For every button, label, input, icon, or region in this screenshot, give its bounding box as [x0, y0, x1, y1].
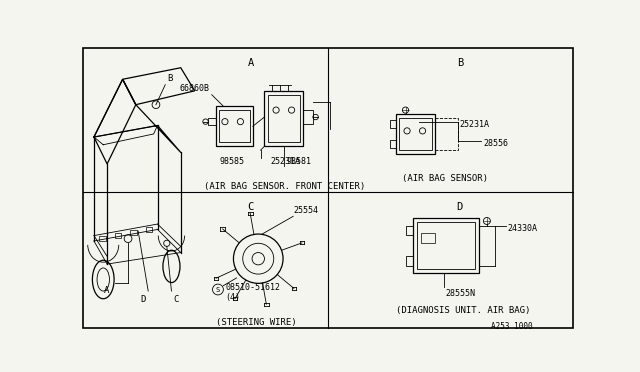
Text: (AIR BAG SENSOR): (AIR BAG SENSOR)	[402, 174, 488, 183]
Text: 28556: 28556	[483, 140, 508, 148]
Ellipse shape	[92, 260, 114, 299]
Bar	[219, 110, 250, 142]
Bar	[413, 218, 479, 273]
Bar	[131, 230, 136, 235]
Text: 28555N: 28555N	[446, 289, 476, 298]
Bar	[268, 95, 300, 142]
Text: A: A	[248, 58, 253, 68]
Bar	[264, 91, 303, 146]
Ellipse shape	[163, 250, 180, 283]
Circle shape	[164, 240, 170, 246]
Text: D: D	[456, 202, 463, 212]
Text: 98585: 98585	[220, 157, 244, 166]
Text: 25231A: 25231A	[460, 120, 490, 129]
Text: (DIAGNOSIS UNIT. AIR BAG): (DIAGNOSIS UNIT. AIR BAG)	[396, 307, 531, 315]
Bar	[216, 106, 253, 146]
Bar	[303, 110, 312, 124]
Text: 08510-51612: 08510-51612	[226, 283, 281, 292]
Bar	[390, 120, 396, 128]
Bar	[146, 227, 152, 232]
Text: B: B	[167, 74, 172, 83]
Text: B: B	[456, 58, 463, 68]
Bar	[396, 114, 435, 154]
Bar	[208, 118, 216, 125]
Text: 24330A: 24330A	[508, 224, 538, 233]
Bar	[99, 236, 106, 241]
Text: 98581: 98581	[286, 157, 311, 166]
Circle shape	[124, 235, 132, 243]
Bar	[406, 256, 413, 266]
Circle shape	[152, 101, 160, 109]
Bar	[115, 233, 121, 238]
Text: (STEERING WIRE): (STEERING WIRE)	[216, 318, 296, 327]
Bar	[417, 222, 476, 269]
Bar	[399, 118, 432, 150]
Bar	[390, 140, 396, 148]
Text: C: C	[173, 295, 179, 304]
Text: A: A	[104, 286, 109, 295]
Bar	[421, 233, 435, 243]
Ellipse shape	[97, 268, 109, 291]
Text: (4): (4)	[226, 294, 241, 302]
Text: (AIR BAG SENSOR. FRONT CENTER): (AIR BAG SENSOR. FRONT CENTER)	[204, 182, 365, 191]
Text: D: D	[141, 295, 146, 304]
Text: S: S	[216, 286, 220, 292]
Text: 25231A: 25231A	[271, 157, 301, 166]
Text: A253 1000: A253 1000	[491, 322, 532, 331]
Bar	[406, 225, 413, 235]
Bar	[435, 118, 458, 150]
Text: 25554: 25554	[294, 206, 319, 215]
Text: 66860B: 66860B	[179, 84, 209, 93]
Text: C: C	[248, 202, 253, 212]
